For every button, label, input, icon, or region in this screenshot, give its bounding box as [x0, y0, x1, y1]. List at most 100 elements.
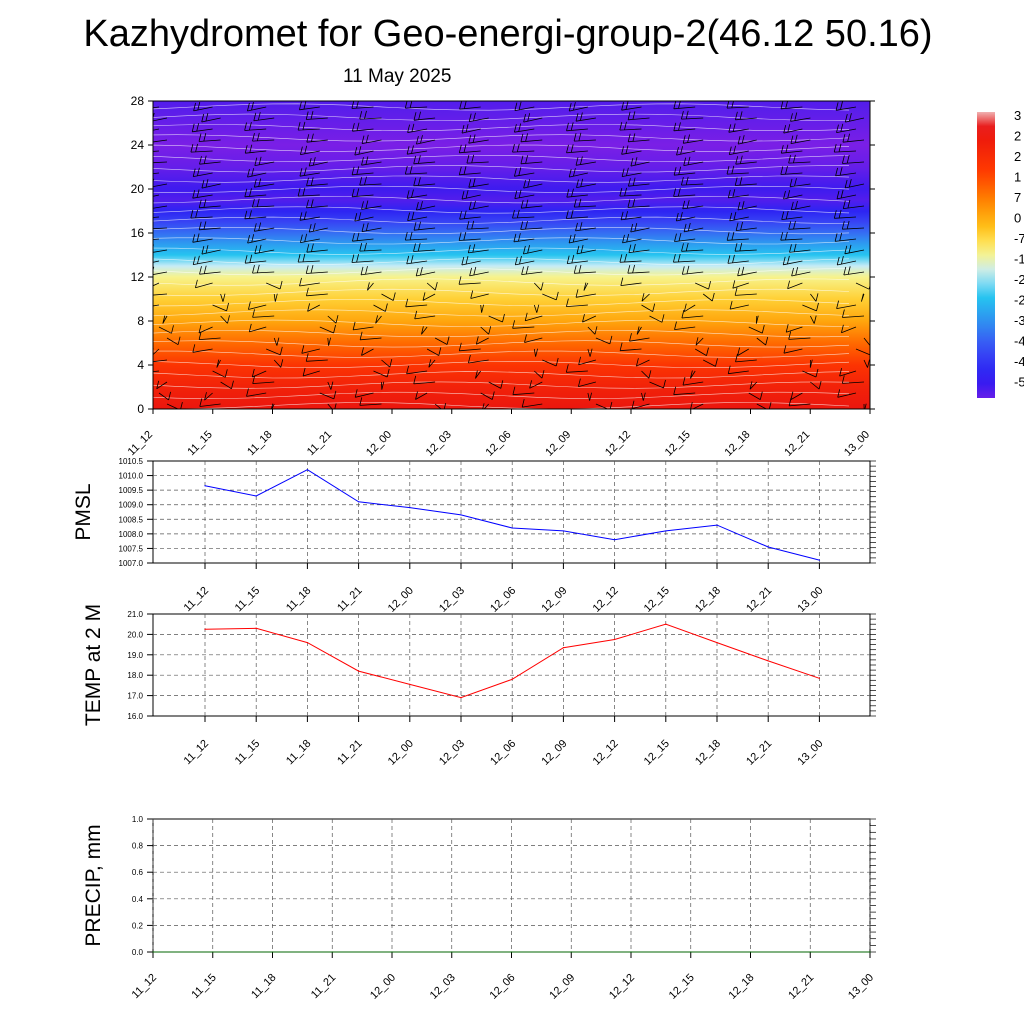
x-tick-label: 11_18: [284, 738, 314, 768]
wind-barb: [810, 293, 819, 302]
wind-barb: [192, 189, 213, 199]
wind-barb: [153, 134, 168, 143]
wind-barb: [673, 101, 696, 110]
wind-barb: [583, 282, 589, 291]
wind-barb: [630, 157, 650, 167]
wind-barb: [351, 254, 374, 263]
y-tick-label: 0.6: [132, 868, 144, 877]
wind-barb: [153, 194, 160, 197]
data-point: [331, 951, 333, 953]
wind-barb: [682, 200, 704, 210]
wind-barb: [681, 242, 704, 252]
data-point: [818, 559, 821, 561]
wind-barb: [354, 389, 374, 398]
wind-barb: [153, 260, 160, 263]
wind-barb: [247, 102, 267, 112]
wind-barb: [735, 111, 757, 121]
y-tick-label: 0.4: [132, 895, 144, 904]
wind-barb: [480, 391, 495, 400]
wind-barb: [673, 253, 696, 263]
data-point: [306, 469, 308, 471]
wind-barb: [367, 282, 374, 291]
wind-barb: [359, 176, 382, 186]
wind-barb: [166, 336, 181, 346]
wind-barb: [297, 121, 320, 131]
wind-barb: [216, 359, 221, 368]
data-point: [570, 951, 572, 953]
x-tick-label: 12_03: [428, 972, 458, 1002]
wind-barb: [695, 281, 711, 290]
colorbar-label: -2: [1014, 272, 1024, 287]
wind-barb: [512, 209, 535, 219]
wind-barb: [153, 161, 168, 164]
cross-section-panel: 0 4 8 12 16 20 24 28 11_12 11_15 11_18 11_21 12_00 12…: [126, 94, 875, 459]
wind-barb: [198, 199, 221, 209]
y-tick-label: 1009.5: [119, 486, 144, 495]
contour-line: [153, 134, 850, 142]
wind-barb: [568, 102, 588, 112]
wind-barb: [833, 209, 857, 219]
wind-barb: [735, 155, 757, 165]
wind-barb: [373, 303, 388, 312]
data-point: [614, 638, 616, 641]
y-axis-title: PMSL: [72, 483, 95, 540]
y-tick-label: 1007.0: [119, 559, 144, 568]
wind-barb: [566, 298, 588, 307]
wind-barb: [629, 333, 650, 342]
precip-panel: 1.0 0.8 0.6 0.4 0.2 0.0 11_12 11_15 11_18 11_21 12…: [82, 815, 876, 1002]
x-tick-label: 12_00: [364, 429, 394, 459]
data-point: [409, 507, 411, 509]
wind-barb: [521, 265, 543, 275]
y-tick-label: 28: [131, 94, 145, 108]
y-tick-label: 1009.0: [119, 501, 144, 510]
wind-barb: [244, 144, 267, 154]
x-tick-label: 13_00: [846, 972, 876, 1002]
x-tick-label: 12_09: [543, 429, 573, 459]
wind-barb: [199, 265, 221, 275]
wind-barb: [533, 304, 540, 313]
contour-line: [153, 319, 850, 327]
wind-barb: [836, 300, 857, 309]
wind-barb: [416, 201, 436, 211]
colorbar-label: -5: [1014, 375, 1024, 390]
x-tick-label: 12_00: [386, 738, 416, 768]
wind-barb: [480, 304, 484, 313]
wind-barb: [299, 277, 320, 287]
wind-barb: [737, 201, 757, 211]
wind-barb: [195, 279, 213, 289]
wind-barb: [306, 199, 328, 209]
wind-barb: [247, 168, 267, 178]
wind-barb: [352, 122, 374, 132]
data-point: [716, 641, 718, 644]
wind-barb: [458, 232, 481, 241]
wind-barb: [220, 380, 234, 390]
wind-barb: [158, 391, 171, 401]
wind-barb: [681, 176, 704, 186]
x-tick-label: 12_03: [437, 738, 467, 768]
wind-barb: [620, 211, 642, 221]
wind-barb: [636, 358, 650, 367]
data-point: [255, 627, 257, 629]
wind-barb: [361, 347, 374, 356]
y-tick-label: 20: [131, 182, 145, 196]
contour-line: [153, 113, 850, 121]
wind-barb: [565, 210, 588, 219]
wind-barb: [459, 210, 481, 220]
wind-barb: [842, 309, 865, 318]
x-tick-label: 11_15: [185, 429, 215, 459]
wind-barb: [649, 314, 665, 323]
wind-barb: [426, 347, 442, 356]
wind-barb: [297, 187, 320, 197]
wind-barb: [836, 123, 857, 133]
wind-barb: [153, 128, 160, 131]
x-tick-label: 12_18: [693, 738, 723, 768]
wind-barb: [788, 220, 811, 230]
wind-barb: [192, 233, 213, 243]
wind-barb: [863, 359, 870, 368]
wind-barb: [405, 298, 428, 308]
wind-barb: [434, 336, 450, 345]
x-tick-label: 12_15: [667, 972, 697, 1002]
wind-barb: [523, 245, 543, 255]
wind-barb: [636, 326, 642, 335]
wind-barb: [361, 222, 382, 232]
